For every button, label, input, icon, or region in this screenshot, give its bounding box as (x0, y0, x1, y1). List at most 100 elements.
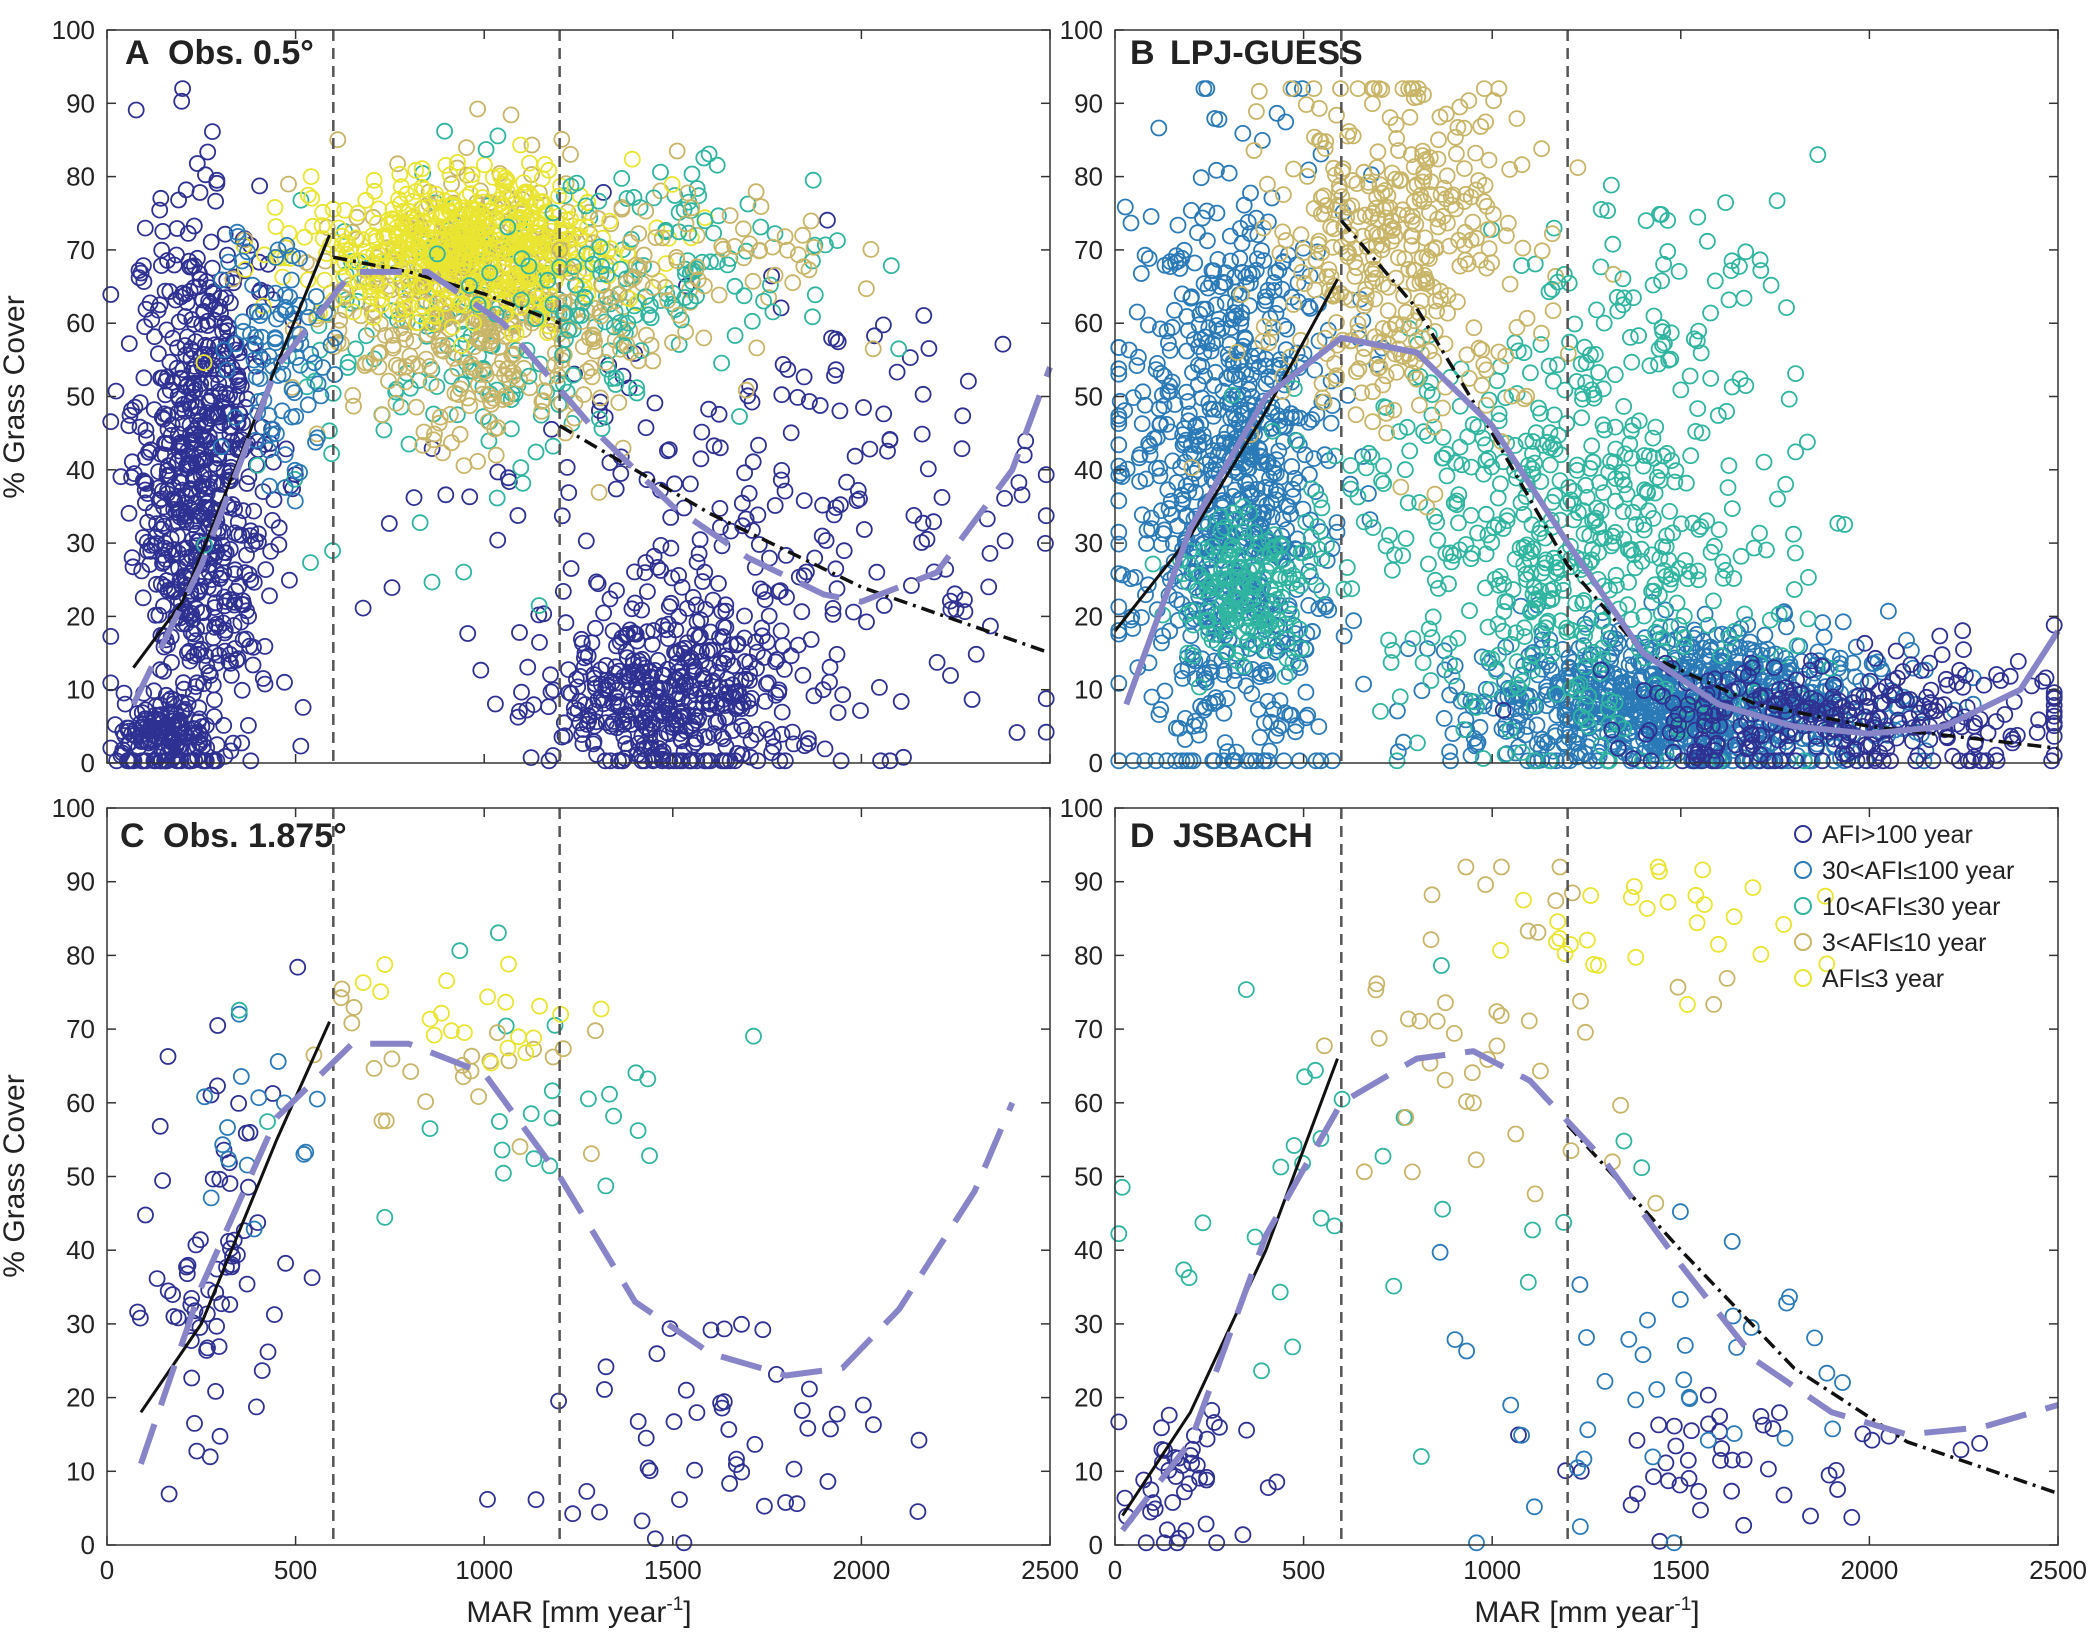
panel-a-point-1506 (671, 685, 689, 703)
panel-a-point-1361 (824, 600, 842, 617)
panel-a-point-1276 (649, 652, 667, 669)
panel-a-point-551 (192, 375, 210, 393)
panel-a-point-1645 (347, 340, 365, 358)
panel-a-point-1451 (1008, 724, 1026, 741)
panel-a-point-663 (221, 418, 239, 436)
panel-a-point-1392 (717, 596, 735, 614)
panel-a-point-588 (156, 446, 174, 464)
panel-a-point-1344 (817, 532, 835, 549)
panel-a-point-315 (261, 587, 278, 605)
panel-a-point-647 (170, 544, 188, 562)
panel-a-point-525 (230, 372, 248, 390)
panel-a-point-1674 (607, 376, 624, 393)
panel-a-point-1066 (700, 729, 717, 746)
panel-a-point-1447 (690, 545, 708, 563)
panel-a-point-828 (152, 696, 170, 714)
panel-a-point-672 (205, 599, 223, 616)
panel-a-point-1372 (437, 486, 455, 504)
panel-a-point-954 (639, 583, 656, 600)
panel-a-point-1395 (1037, 466, 1055, 484)
panel-a-point-1288 (915, 307, 933, 324)
panel-a-point-1351 (827, 499, 845, 517)
panel-a-point-639 (245, 502, 263, 520)
panel-a-point-1739 (479, 413, 497, 430)
panel-a-point-1484 (838, 473, 855, 491)
panel-a-point-1412 (779, 361, 797, 378)
panel-a-point-1347 (982, 617, 999, 635)
panel-a-point-887 (562, 560, 580, 577)
panel-a-point-1396 (852, 702, 869, 719)
panel-a-point-1434 (851, 490, 868, 508)
panel-a-point-1390 (691, 531, 709, 549)
panel-a-point-600 (173, 92, 191, 110)
panel-a-point-1259 (895, 748, 912, 766)
panel-a-point-1531 (502, 420, 520, 438)
panel-a-point-775 (189, 749, 206, 766)
panel-a-point-692 (146, 537, 164, 554)
panel-a-point-1423 (773, 386, 791, 404)
panel-a-point-1487 (981, 545, 999, 562)
panel-a-point-73 (102, 413, 120, 431)
panel-a-point-975 (513, 683, 530, 701)
panel-a-point-1746 (431, 408, 449, 426)
panel-a-point-1301 (776, 482, 794, 500)
panel-a-point-341 (102, 628, 120, 645)
panel-a-point-698 (189, 645, 207, 663)
panel-a-point-843 (154, 714, 171, 731)
panel-a-point-1702 (443, 434, 460, 452)
panel-a-point-667 (150, 463, 168, 481)
panel-a-point-1271 (687, 596, 705, 614)
panel-a-point-646 (171, 572, 189, 590)
panel-a-point-1489 (825, 506, 843, 524)
panel-a-point-422 (207, 616, 225, 633)
panel-a-point-1107 (604, 715, 621, 733)
panel-a-point-182 (188, 155, 206, 172)
panel-a-point-1272 (736, 607, 753, 625)
panel-a-point-1467 (875, 597, 893, 614)
panel-a-point-354 (176, 308, 194, 325)
panel-a-point-1403 (553, 507, 571, 525)
panel-a-point-1483 (693, 423, 711, 441)
panel-a-point-1316 (489, 463, 507, 481)
panel-a-point-1091 (682, 752, 699, 770)
panel-a-point-1247 (686, 658, 703, 675)
panel-a-point-514 (178, 644, 196, 662)
panel-a-point-1445 (928, 654, 946, 671)
panel-a-point-1388 (692, 450, 710, 468)
panel-a-point-1387 (472, 661, 490, 679)
panel-a-point-1507 (879, 442, 896, 460)
panel-a-point-1125 (671, 708, 689, 725)
panel-a-point-864 (486, 695, 504, 713)
panel-a-point-982 (625, 624, 643, 642)
panel-a-point-1262 (586, 675, 604, 693)
panel-a-point-544 (186, 494, 204, 512)
panel-a-point-594 (213, 536, 231, 554)
panel-a-point-1326 (750, 436, 767, 454)
panel-a-point-620 (170, 313, 188, 331)
panel-a-point-1629 (628, 384, 646, 402)
panel-a-point-974 (522, 749, 540, 766)
panel-a-point-821 (193, 718, 211, 735)
panel-a-point-1457 (881, 431, 899, 449)
panel-a-point-1458 (1013, 486, 1031, 504)
panel-a-point-1426 (814, 681, 832, 699)
panel-a-point-16 (107, 382, 125, 400)
panel-a-point-1194 (682, 649, 700, 667)
panel-a-point-545 (166, 494, 184, 512)
panel-a-point-558 (270, 536, 288, 553)
panel-a-point-1054 (692, 611, 709, 629)
panel-a-point-1142 (646, 662, 664, 679)
panel-a-point-1252 (624, 662, 642, 680)
panel-a-point-1440 (662, 539, 680, 557)
panel-a-point-1223 (627, 625, 645, 643)
panel-a-point-671 (210, 646, 228, 664)
panel-a-point-953 (760, 607, 778, 625)
panel-a-point-1839 (562, 145, 579, 163)
panel-a-point-565 (292, 737, 310, 755)
panel-a-point-1418 (826, 367, 843, 385)
panel-a-point-1783 (502, 106, 520, 124)
panel-a-point-1738 (418, 326, 436, 343)
panel-a-point-1379 (772, 471, 790, 489)
panel-a-ytick-label-0: 0 (81, 748, 95, 778)
